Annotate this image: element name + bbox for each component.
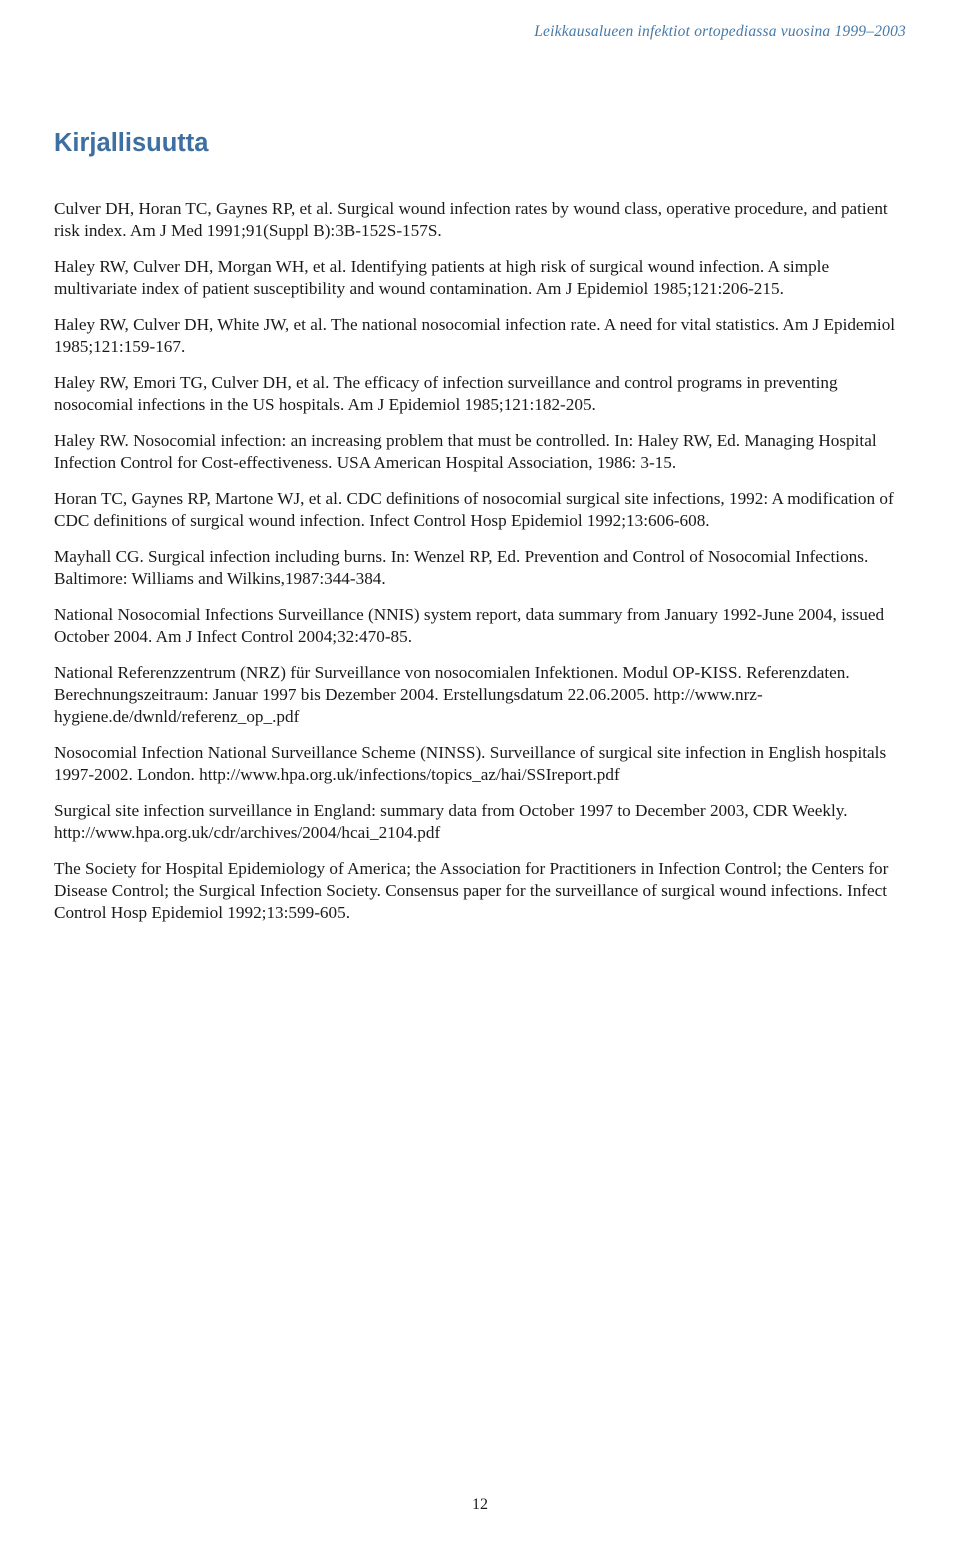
reference-item: National Nosocomial Infections Surveilla… — [54, 604, 906, 648]
reference-item: Horan TC, Gaynes RP, Martone WJ, et al. … — [54, 488, 906, 532]
reference-item: Nosocomial Infection National Surveillan… — [54, 742, 906, 786]
reference-item: Haley RW, Culver DH, White JW, et al. Th… — [54, 314, 906, 358]
document-page: Leikkausalueen infektiot ortopediassa vu… — [0, 0, 960, 924]
reference-item: Mayhall CG. Surgical infection including… — [54, 546, 906, 590]
references-list: Culver DH, Horan TC, Gaynes RP, et al. S… — [54, 198, 906, 924]
reference-item: Culver DH, Horan TC, Gaynes RP, et al. S… — [54, 198, 906, 242]
reference-item: Haley RW, Culver DH, Morgan WH, et al. I… — [54, 256, 906, 300]
running-header: Leikkausalueen infektiot ortopediassa vu… — [54, 23, 906, 41]
reference-item: National Referenzzentrum (NRZ) für Surve… — [54, 662, 906, 728]
page-number: 12 — [0, 1496, 960, 1514]
reference-item: Surgical site infection surveillance in … — [54, 800, 906, 844]
section-title-bibliography: Kirjallisuutta — [54, 129, 906, 158]
reference-item: The Society for Hospital Epidemiology of… — [54, 858, 906, 924]
reference-item: Haley RW, Emori TG, Culver DH, et al. Th… — [54, 372, 906, 416]
reference-item: Haley RW. Nosocomial infection: an incre… — [54, 430, 906, 474]
